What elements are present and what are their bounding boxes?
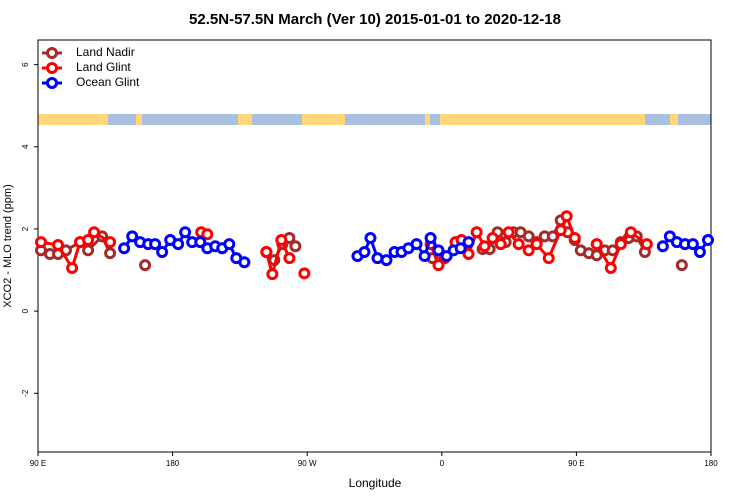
y-tick-label: 6 [21, 62, 30, 67]
data-point [52, 238, 65, 251]
x-tick-label: 180 [166, 459, 180, 468]
data-point [590, 238, 603, 251]
data-point [223, 238, 236, 251]
data-point [494, 238, 507, 251]
data-point [424, 231, 437, 244]
data-point [432, 259, 445, 272]
x-tick-label: 0 [440, 459, 445, 468]
data-point [88, 226, 101, 239]
data-point [512, 238, 525, 251]
data-point [462, 248, 475, 261]
x-tick-label: 90 E [30, 459, 46, 468]
data-point [172, 238, 185, 251]
data-point [82, 234, 95, 247]
data-point [693, 245, 706, 258]
data-point [554, 224, 567, 237]
data-point [560, 210, 573, 223]
data-point [568, 231, 581, 244]
data-point [201, 228, 214, 241]
data-point [686, 238, 699, 251]
legend-label: Land Nadir [76, 45, 135, 59]
data-point [238, 256, 251, 269]
data-point [542, 252, 555, 265]
data-point [298, 267, 311, 280]
data-point [454, 242, 467, 255]
data-point [702, 234, 715, 247]
data-point [179, 226, 192, 239]
data-point [260, 245, 273, 258]
series-line [40, 212, 648, 280]
data-point [289, 240, 302, 253]
data-point [470, 226, 483, 239]
legend-marker [46, 77, 58, 89]
data-point [118, 242, 131, 255]
data-point [104, 247, 117, 260]
data-point [418, 250, 431, 263]
data-point [194, 236, 207, 249]
data-point [502, 226, 515, 239]
data-point [364, 231, 377, 244]
x-tick-label: 90 E [568, 459, 584, 468]
chart-title: 52.5N-57.5N March (Ver 10) 2015-01-01 to… [189, 11, 561, 28]
x-tick-label: 90 W [298, 459, 317, 468]
y-tick-label: -2 [21, 389, 30, 397]
data-point [34, 236, 47, 249]
legend-label: Land Glint [76, 60, 131, 74]
data-point [486, 231, 499, 244]
legend-marker [46, 62, 58, 74]
data-point [604, 261, 617, 274]
data-point [530, 238, 543, 251]
data-point [432, 244, 445, 257]
data-point [283, 252, 296, 265]
data-point [156, 245, 169, 258]
data-point [410, 238, 423, 251]
map-strip [38, 114, 711, 125]
data-point [380, 254, 393, 267]
data-point [358, 245, 371, 258]
y-tick-label: 2 [21, 226, 30, 231]
data-point [66, 261, 79, 274]
data-point [275, 234, 288, 247]
data-point [104, 236, 117, 249]
data-point [126, 230, 139, 243]
data-point [675, 259, 688, 272]
data-point [656, 240, 669, 253]
y-tick-label: 4 [21, 144, 30, 149]
data-point [82, 244, 95, 257]
data-point [478, 240, 491, 253]
data-point [522, 230, 535, 243]
data-point [462, 236, 475, 249]
x-tick-label: 180 [704, 459, 718, 468]
data-point [139, 259, 152, 272]
y-tick-label: 0 [21, 308, 30, 313]
legend-label: Ocean Glint [76, 75, 140, 89]
data-point [590, 249, 603, 262]
y-axis-label: XCO2 - MLO trend (ppm) [2, 184, 14, 307]
data-point [266, 268, 279, 281]
data-point [640, 238, 653, 251]
data-point [149, 238, 162, 251]
data-point [522, 244, 535, 257]
legend-marker [46, 47, 58, 59]
data-point [624, 226, 637, 239]
data-point [614, 238, 627, 251]
x-axis-label: Longitude [349, 476, 402, 490]
